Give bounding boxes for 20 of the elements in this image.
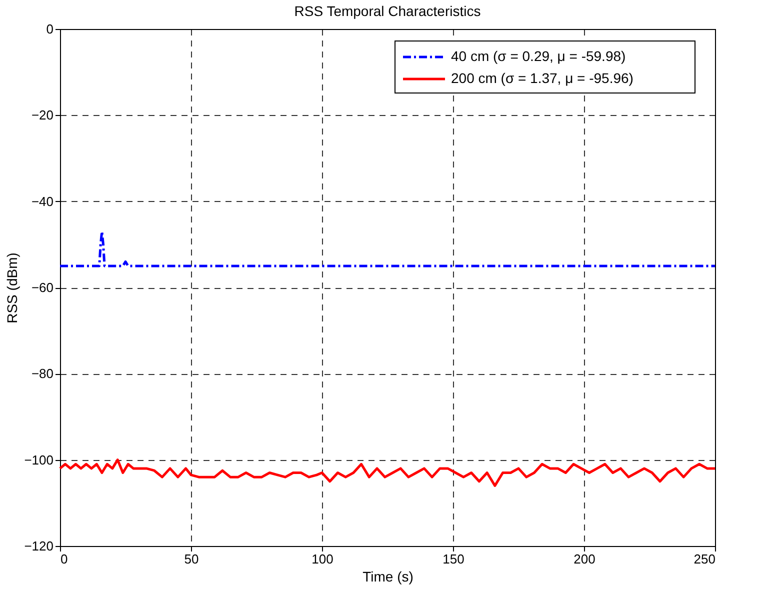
y-tick-label: −80: [31, 366, 54, 382]
y-tick-label: 0: [46, 22, 54, 36]
x-axis-title: Time (s): [362, 568, 414, 584]
line-series: [58, 230, 716, 268]
x-tick-label: 200: [574, 552, 596, 566]
legend-label: 200 cm (σ = 1.37, μ = -95.96): [451, 70, 634, 86]
y-axis-title: RSS (dBm): [4, 252, 20, 324]
x-tick-label: 250: [694, 552, 716, 566]
y-tick-label: −100: [24, 452, 54, 468]
x-tick-label: 150: [442, 552, 464, 566]
y-tick-label: −120: [24, 538, 54, 554]
line-series: [58, 458, 716, 487]
chart-title: RSS Temporal Characteristics: [294, 3, 481, 19]
x-tick-label: 0: [60, 552, 68, 566]
y-tick-label: −40: [31, 194, 54, 209]
x-tick-label: 50: [184, 552, 199, 566]
y-tick-label: −20: [31, 108, 54, 123]
legend-label: 40 cm (σ = 0.29, μ = -59.98): [451, 48, 626, 64]
y-tick-label: −60: [31, 280, 54, 295]
x-tick-label: 100: [312, 552, 334, 566]
